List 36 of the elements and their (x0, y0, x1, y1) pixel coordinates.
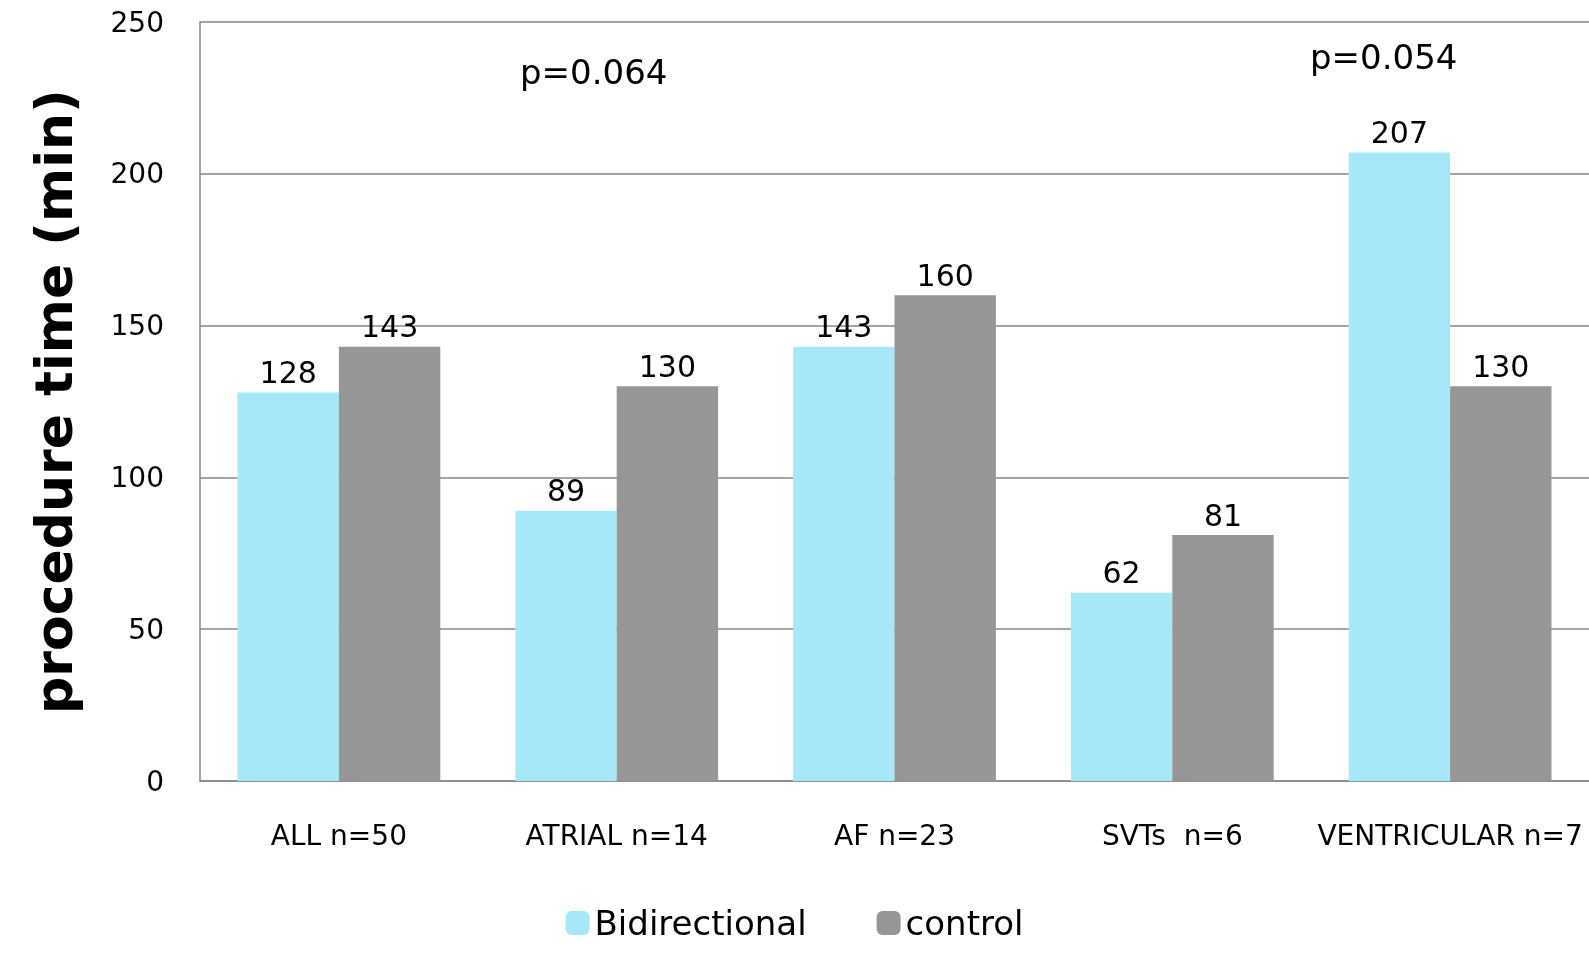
bar (1450, 386, 1552, 781)
data-label: 130 (1472, 348, 1530, 384)
x-tick-label: ALL n=50 (270, 818, 407, 852)
y-tick-label: 250 (110, 5, 164, 39)
x-tick-label: ATRIAL n=14 (525, 818, 708, 852)
data-label: 143 (360, 309, 419, 345)
data-label: 130 (638, 348, 697, 384)
data-label: 160 (916, 257, 974, 293)
bar (1172, 535, 1274, 781)
y-axis-title: procedure time (min) (24, 89, 84, 714)
bar (894, 295, 996, 781)
data-label: 207 (1370, 115, 1429, 151)
x-tick-label: AF n=23 (834, 818, 955, 852)
bar (338, 346, 441, 781)
data-label: 81 (1203, 497, 1243, 533)
x-tick-label: SVTs n=6 (1101, 818, 1243, 852)
x-tick-label: VENTRICULAR n=7 (1317, 818, 1583, 852)
annotation: p=0.064 (520, 52, 668, 92)
data-label: 128 (259, 354, 317, 390)
bar (616, 386, 719, 781)
bar (1070, 592, 1173, 781)
bar (1348, 152, 1451, 781)
bar (793, 346, 895, 781)
data-label: 89 (546, 473, 586, 509)
legend-label: control (905, 903, 1024, 943)
legend-label: Bidirectional (594, 903, 807, 943)
y-tick-label: 200 (110, 157, 164, 191)
y-tick-label: 0 (146, 764, 164, 798)
data-label: 62 (1102, 555, 1141, 591)
annotation: p=0.054 (1310, 37, 1458, 77)
bar (237, 392, 339, 781)
y-tick-label: 50 (128, 612, 164, 646)
y-tick-label: 100 (110, 460, 164, 494)
data-label: 143 (815, 309, 873, 345)
bar (515, 510, 617, 781)
y-tick-label: 150 (110, 309, 164, 343)
